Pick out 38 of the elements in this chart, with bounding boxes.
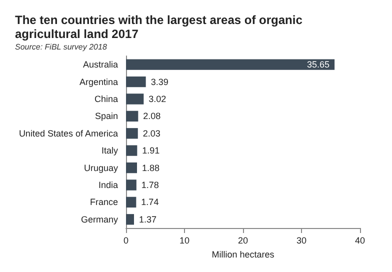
x-tick-label: 40 — [354, 236, 366, 246]
bar — [126, 94, 144, 104]
y-tick-label: Australia — [82, 60, 118, 70]
bar — [126, 59, 335, 70]
x-axis-title: Million hectares — [212, 249, 275, 260]
data-label: 1.88 — [142, 162, 160, 173]
data-label: 3.02 — [148, 94, 166, 104]
bar — [126, 110, 138, 122]
x-tick-label: 30 — [296, 236, 307, 246]
y-tick-label: Germany — [80, 214, 118, 224]
data-label: 1.37 — [139, 214, 157, 224]
y-tick-label: Spain — [94, 111, 118, 122]
y-tick-label: Argentina — [79, 76, 118, 87]
data-label: 1.91 — [142, 146, 160, 156]
data-label: 3.39 — [150, 76, 168, 87]
y-tick-label: United States of America — [18, 128, 118, 138]
y-tick-label: Uruguay — [84, 162, 118, 173]
data-label: 1.74 — [141, 197, 159, 208]
x-tick-label: 0 — [123, 236, 129, 246]
y-tick-label: France — [90, 197, 118, 208]
bar — [126, 162, 137, 174]
data-label: 2.03 — [142, 128, 160, 138]
bar — [126, 180, 136, 190]
chart-title: The ten countries with the largest areas of organic agricultural land 2017 — [15, 13, 306, 41]
bar — [126, 76, 146, 88]
bar — [126, 196, 136, 208]
y-tick-label: India — [98, 180, 118, 190]
x-tick-label: 20 — [238, 236, 248, 246]
y-tick-label: Italy — [101, 146, 118, 156]
bar — [126, 145, 138, 156]
y-tick-label: China — [94, 94, 118, 104]
data-label: 35.65 — [307, 60, 330, 70]
bar — [126, 214, 134, 225]
data-label: 1.78 — [141, 180, 159, 190]
x-tick-label: 10 — [179, 236, 190, 246]
bar — [126, 128, 138, 139]
text: Source: FiBL survey 2018 — [15, 42, 108, 52]
data-label: 2.08 — [143, 111, 161, 122]
